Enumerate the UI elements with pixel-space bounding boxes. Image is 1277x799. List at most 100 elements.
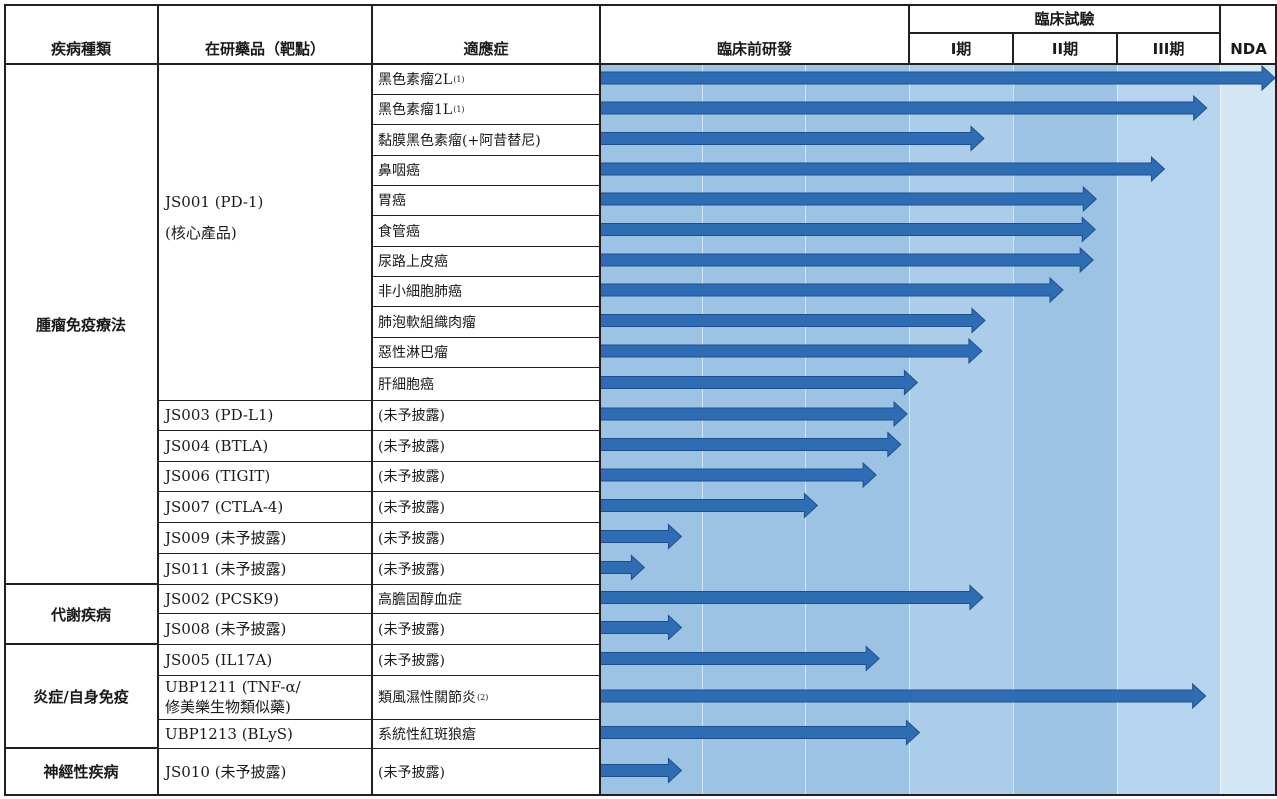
header-nda: NDA [1230,39,1267,58]
grid-line [1116,32,1118,64]
disease-area-neurological: 神經性疾病 [43,763,119,781]
progress-arrow [599,125,985,152]
grid-line [4,4,1277,6]
grid-line [1219,4,1221,64]
indication-text: 鼻咽癌 [378,163,420,179]
indication-text: (未予披露) [378,408,445,424]
phase1-column-bg [909,64,1013,795]
progress-arrow [599,246,1094,274]
column-divider [909,64,910,795]
indication-text: 類風濕性關節炎 [378,690,476,706]
grid-line [909,32,1220,34]
grid-line [4,747,158,749]
drug-js010: JS010 (未予披露) [165,762,287,781]
grid-line [371,4,373,795]
progress-arrow [599,719,921,746]
grid-line [1275,4,1277,795]
indication-text: 高膽固醇血症 [378,591,462,608]
grid-line [372,719,600,720]
grid-line [158,491,372,492]
indication-text: 肺泡軟組織肉瘤 [378,314,476,331]
header-phase3: III期 [1152,40,1185,58]
progress-arrow [599,155,1166,183]
drug-js009: JS009 (未予披露) [165,528,287,547]
progress-arrow [599,523,683,550]
grid-line [372,185,600,186]
indication-cell: 黏膜黑色素瘤(+阿昔替尼) [372,124,600,155]
indication-cell: 非小細胞肺癌 [372,276,600,306]
grid-line [372,94,600,95]
progress-arrow [599,645,880,672]
indication-text: 黑色素瘤1L [378,102,453,118]
grid-line [372,613,600,614]
indication-cell: 惡性淋巴瘤 [372,337,600,367]
grid-line [158,461,372,462]
drug-ubp1213: UBP1213 (BLyS) [165,724,293,743]
progress-arrow [599,584,984,611]
indication-cell: (未予披露) [372,430,600,461]
indication-text: (未予披露) [378,652,445,669]
grid-line [158,400,372,401]
column-divider [1013,64,1014,795]
grid-line [158,613,372,614]
grid-line [158,584,372,585]
indication-cell: 肝細胞癌 [372,367,600,400]
indication-text: 食管癌 [378,223,420,240]
indication-text: (未予披露) [378,530,445,547]
progress-arrow [599,682,1207,710]
indication-cell: (未予披露) [372,491,600,522]
progress-arrow [599,614,683,641]
indication-cell: 鼻咽癌 [372,155,600,185]
drug-js003: JS003 (PD-L1) [165,406,274,424]
progress-arrow [599,307,986,334]
indication-cell: (未予披露) [372,613,600,644]
progress-arrow [599,185,1098,213]
progress-arrow [599,94,1208,122]
indication-text: 黑色素瘤2L [378,72,453,88]
indication-footnote: (1) [453,74,465,84]
indication-cell: 尿路上皮癌 [372,246,600,276]
header-phase1: I期 [950,40,972,58]
drug-js001-note: (核心產品) [165,223,237,242]
indication-cell: (未予披露) [372,748,600,795]
progress-arrow [599,400,908,428]
grid-line [372,367,600,368]
header-phase2: II期 [1051,40,1079,58]
indication-cell: (未予披露) [372,553,600,584]
indication-cell: 胃癌 [372,185,600,215]
header-preclinical: 臨床前研發 [716,40,792,58]
drug-js001: JS001 (PD-1) (核心產品) [158,64,372,400]
grid-line [4,583,158,585]
phase3-column-bg [1117,64,1220,795]
indication-text: (未予披露) [378,438,445,455]
disease-area-immuno-oncology: 腫瘤免疫療法 [35,315,126,334]
indication-cell: 黑色素瘤2L (1) [372,64,600,94]
column-divider [805,64,806,795]
drug-js005: JS005 (IL17A) [165,650,273,669]
drug-js006: JS006 (TIGIT) [165,467,271,485]
drug-js008: JS008 (未予披露) [165,619,287,638]
grid-line [158,675,372,676]
grid-line [372,337,600,338]
indication-text: 系統性紅斑狼瘡 [378,726,476,743]
indication-cell: 系統性紅斑狼瘡 [372,719,600,748]
drug-ubp1211-name: UBP1211 (TNF-α/ [165,678,301,696]
progress-arrow [599,554,646,581]
grid-line [372,124,600,125]
indication-text: 非小細胞肺癌 [378,284,462,300]
indication-text: 肝細胞癌 [378,376,434,393]
indication-text: 胃癌 [378,193,406,209]
grid-line [372,584,600,585]
grid-line [4,63,1277,65]
progress-arrow [599,216,1096,243]
indication-cell: (未予披露) [372,461,600,491]
grid-line [372,276,600,277]
drug-ubp1211-note: 修美樂生物類似藥) [165,698,291,716]
grid-line [372,748,600,749]
indication-cell: 黑色素瘤1L (1) [372,94,600,124]
indication-footnote: (2) [477,692,489,702]
progress-arrow [599,276,1064,304]
grid-line [4,794,1277,796]
